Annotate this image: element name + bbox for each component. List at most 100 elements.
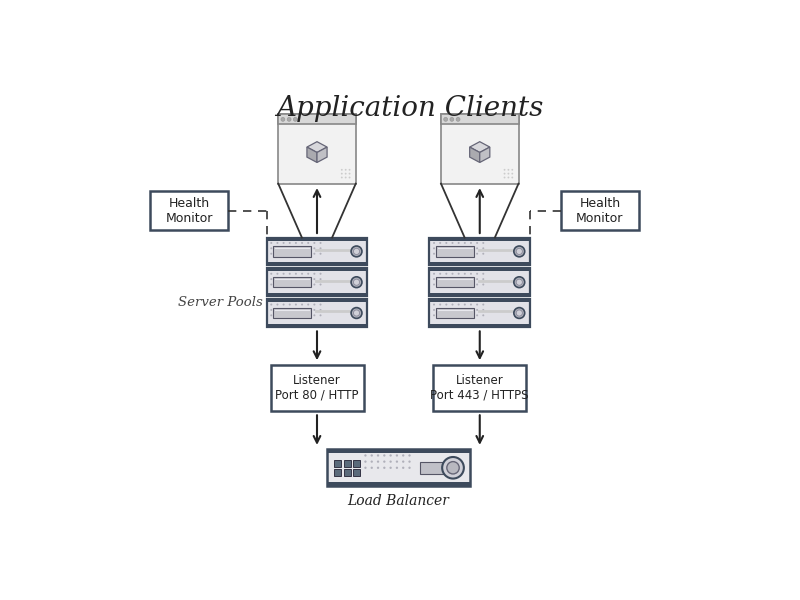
Circle shape [444, 118, 447, 121]
Bar [266, 293, 367, 296]
Circle shape [470, 304, 472, 305]
Polygon shape [317, 147, 327, 163]
Circle shape [442, 457, 464, 479]
Circle shape [282, 309, 285, 311]
Bar [266, 299, 367, 302]
Circle shape [390, 467, 392, 469]
Circle shape [383, 460, 386, 463]
Circle shape [314, 273, 315, 275]
Circle shape [408, 454, 410, 457]
Circle shape [458, 253, 460, 255]
Circle shape [314, 284, 315, 286]
Text: Health
Monitor: Health Monitor [166, 197, 213, 224]
Circle shape [319, 247, 322, 250]
Circle shape [511, 169, 514, 171]
Circle shape [345, 173, 346, 175]
Circle shape [482, 304, 484, 305]
Bar [430, 293, 530, 296]
Circle shape [307, 304, 310, 305]
Circle shape [464, 278, 466, 280]
Circle shape [270, 253, 272, 255]
Circle shape [476, 284, 478, 286]
Circle shape [295, 278, 297, 280]
Circle shape [270, 304, 272, 305]
Circle shape [439, 242, 441, 244]
Circle shape [514, 277, 525, 287]
Polygon shape [480, 147, 490, 163]
Circle shape [433, 273, 435, 275]
Bar [266, 268, 367, 271]
Polygon shape [470, 147, 480, 163]
Circle shape [282, 278, 285, 280]
Circle shape [277, 304, 278, 305]
Text: Load Balancer: Load Balancer [347, 494, 450, 508]
Circle shape [270, 284, 272, 286]
Circle shape [295, 247, 297, 250]
Circle shape [314, 253, 315, 255]
Bar [420, 461, 445, 474]
Circle shape [270, 247, 272, 250]
Circle shape [458, 273, 460, 275]
Circle shape [433, 314, 435, 316]
Circle shape [451, 253, 454, 255]
Circle shape [289, 273, 290, 275]
Circle shape [383, 454, 386, 457]
Circle shape [439, 247, 441, 250]
Bar [561, 191, 638, 230]
Circle shape [295, 253, 297, 255]
Circle shape [408, 460, 410, 463]
Circle shape [277, 309, 278, 311]
Circle shape [314, 309, 315, 311]
Circle shape [439, 314, 441, 316]
Bar [441, 115, 518, 124]
Circle shape [294, 118, 298, 121]
Circle shape [396, 454, 398, 457]
Bar [344, 469, 350, 476]
Circle shape [301, 304, 303, 305]
Circle shape [349, 176, 350, 178]
Circle shape [282, 284, 285, 286]
Circle shape [307, 309, 310, 311]
Circle shape [319, 314, 322, 316]
Circle shape [451, 247, 454, 250]
Circle shape [476, 273, 478, 275]
Bar [430, 268, 530, 296]
Circle shape [507, 169, 510, 171]
Circle shape [289, 247, 290, 250]
Bar [430, 268, 530, 271]
Circle shape [370, 454, 373, 457]
Circle shape [458, 314, 460, 316]
Bar [278, 115, 356, 124]
Bar [430, 238, 530, 265]
Circle shape [351, 308, 362, 319]
Circle shape [464, 273, 466, 275]
Bar [353, 469, 360, 476]
Circle shape [446, 284, 447, 286]
Circle shape [433, 278, 435, 280]
Text: Application Clients: Application Clients [276, 95, 544, 122]
Circle shape [451, 309, 454, 311]
Text: Listener
Port 443 / HTTPS: Listener Port 443 / HTTPS [430, 374, 529, 402]
Circle shape [295, 242, 297, 244]
Circle shape [464, 314, 466, 316]
Circle shape [482, 314, 484, 316]
Bar [266, 238, 367, 265]
Circle shape [377, 460, 379, 463]
Circle shape [314, 314, 315, 316]
Circle shape [301, 309, 303, 311]
Circle shape [314, 304, 315, 305]
Circle shape [504, 169, 506, 171]
Circle shape [289, 284, 290, 286]
Circle shape [277, 247, 278, 250]
Circle shape [439, 304, 441, 305]
Circle shape [476, 304, 478, 305]
Circle shape [319, 284, 322, 286]
Circle shape [451, 242, 454, 244]
Circle shape [446, 309, 447, 311]
Circle shape [470, 309, 472, 311]
Circle shape [282, 314, 285, 316]
Circle shape [301, 278, 303, 280]
Circle shape [446, 253, 447, 255]
Circle shape [446, 278, 447, 280]
Circle shape [439, 253, 441, 255]
